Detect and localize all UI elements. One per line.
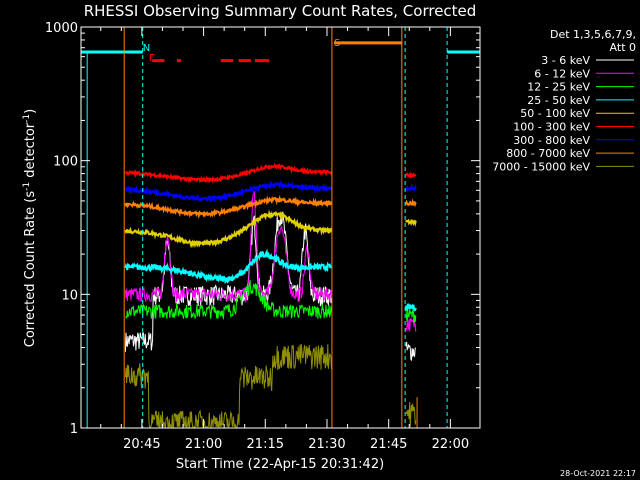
y-tick-label: 1 (70, 422, 78, 437)
series-8-curve (124, 344, 417, 429)
y-tick-label: 100 (53, 155, 78, 170)
legend-label: 7000 - 15000 keV (492, 160, 590, 173)
series-curves (124, 162, 417, 429)
flag-letter: N (143, 43, 150, 54)
flag-letter: F (149, 53, 155, 64)
legend-label: 12 - 25 keV (527, 81, 590, 94)
series-7-curve (124, 194, 417, 220)
axes: 20:45 21:00 21:15 21:30 21:45 22:00 1 10 100 1000 (45, 21, 480, 452)
y-tick-label: 1000 (45, 21, 78, 36)
x-tick-label: 20:45 (123, 437, 160, 452)
x-tick-label: 21:45 (370, 437, 407, 452)
render-timestamp: 28-Oct-2021 22:17 (560, 469, 636, 478)
x-axis-label: Start Time (22-Apr-15 20:31:42) (176, 457, 384, 472)
y-tick-label: 10 (61, 288, 78, 303)
series-1-curve (124, 191, 417, 332)
y-axis-label: Corrected Count Rate (s-1 detector-1) (22, 109, 38, 347)
x-tick-label: 21:30 (308, 437, 345, 452)
legend-label: 50 - 100 keV (520, 107, 590, 120)
legend-label: 25 - 50 keV (527, 94, 590, 107)
legend-label: 800 - 7000 keV (506, 147, 590, 160)
state-markers: NF S (81, 27, 480, 428)
legend-label: 300 - 800 keV (513, 134, 590, 147)
series-5-curve (124, 162, 417, 184)
legend-header-line: Att 0 (610, 41, 636, 54)
legend-label: 3 - 6 keV (541, 54, 590, 67)
x-tick-label: 21:15 (247, 437, 284, 452)
series-0-curve (124, 211, 416, 361)
legend-header-line: Det 1,3,5,6,7,9, (550, 28, 636, 41)
chart-title: RHESSI Observing Summary Count Rates, Co… (84, 2, 477, 20)
series-4-curve (124, 209, 417, 249)
series-6-curve (124, 179, 417, 203)
series-3-curve (124, 248, 417, 312)
x-tick-label: 22:00 (432, 437, 469, 452)
plot-frame (80, 26, 481, 429)
x-tick-label: 21:00 (185, 437, 222, 452)
legend-label: 6 - 12 keV (534, 67, 590, 80)
legend-label: 100 - 300 keV (513, 121, 590, 134)
series-2-curve (125, 279, 417, 323)
flag-letter: S (334, 38, 340, 49)
